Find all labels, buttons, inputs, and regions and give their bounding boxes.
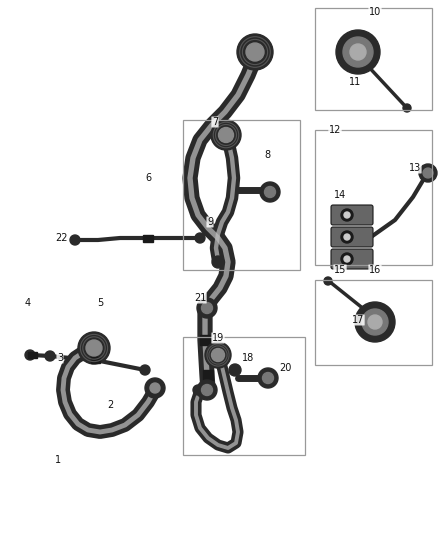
Circle shape (341, 231, 353, 243)
Text: 17: 17 (352, 315, 364, 325)
Text: 13: 13 (409, 163, 421, 173)
Circle shape (355, 302, 395, 342)
FancyBboxPatch shape (331, 227, 373, 247)
Text: 21: 21 (194, 293, 206, 303)
Text: 16: 16 (369, 265, 381, 275)
Circle shape (212, 349, 225, 361)
Circle shape (341, 253, 353, 265)
Circle shape (45, 351, 55, 361)
Circle shape (86, 340, 102, 356)
Text: 8: 8 (264, 150, 270, 160)
Text: 22: 22 (56, 233, 68, 243)
Bar (203, 370, 213, 380)
Text: 5: 5 (97, 298, 103, 308)
Circle shape (344, 234, 350, 240)
Circle shape (368, 315, 382, 329)
Circle shape (419, 164, 437, 182)
Circle shape (78, 332, 110, 364)
Circle shape (197, 298, 217, 318)
Circle shape (344, 212, 350, 218)
Bar (183, 120, 300, 270)
Circle shape (343, 37, 373, 67)
Circle shape (344, 256, 350, 262)
Circle shape (212, 256, 224, 268)
FancyBboxPatch shape (331, 249, 373, 269)
Circle shape (205, 342, 231, 368)
Circle shape (145, 378, 165, 398)
Bar (315, 130, 432, 265)
Text: 2: 2 (107, 400, 113, 410)
Circle shape (229, 364, 241, 376)
Bar (315, 8, 432, 110)
Text: 18: 18 (242, 353, 254, 363)
Circle shape (201, 384, 212, 395)
Circle shape (260, 182, 280, 202)
Bar (91, 357, 99, 363)
Circle shape (324, 277, 332, 285)
Text: 10: 10 (369, 7, 381, 17)
Circle shape (195, 233, 205, 243)
Circle shape (193, 385, 203, 395)
Text: 1: 1 (55, 455, 61, 465)
Text: 6: 6 (145, 173, 151, 183)
Text: 4: 4 (25, 298, 31, 308)
Circle shape (237, 34, 273, 70)
Circle shape (150, 383, 160, 393)
Circle shape (423, 168, 433, 178)
Text: 20: 20 (279, 363, 291, 373)
Circle shape (362, 309, 388, 335)
Bar (183, 337, 305, 455)
Circle shape (246, 43, 264, 61)
Bar (200, 335, 210, 345)
Text: 19: 19 (212, 333, 224, 343)
Circle shape (350, 44, 366, 60)
Circle shape (219, 127, 233, 142)
Circle shape (201, 303, 212, 313)
Bar (143, 235, 153, 241)
Text: 12: 12 (329, 125, 341, 135)
Circle shape (341, 209, 353, 221)
Text: 9: 9 (207, 217, 213, 227)
Circle shape (197, 380, 217, 400)
Bar (28, 352, 36, 358)
Circle shape (403, 104, 411, 112)
Text: 7: 7 (212, 117, 218, 127)
Text: 11: 11 (349, 77, 361, 87)
Text: 15: 15 (334, 265, 346, 275)
FancyBboxPatch shape (331, 205, 373, 225)
Text: 3: 3 (57, 353, 63, 363)
Circle shape (262, 373, 273, 384)
Circle shape (211, 120, 241, 150)
Text: 14: 14 (334, 190, 346, 200)
Bar (315, 280, 432, 365)
Circle shape (336, 30, 380, 74)
Circle shape (258, 368, 278, 388)
Circle shape (70, 235, 80, 245)
Circle shape (25, 350, 35, 360)
Circle shape (140, 365, 150, 375)
Circle shape (265, 187, 276, 198)
